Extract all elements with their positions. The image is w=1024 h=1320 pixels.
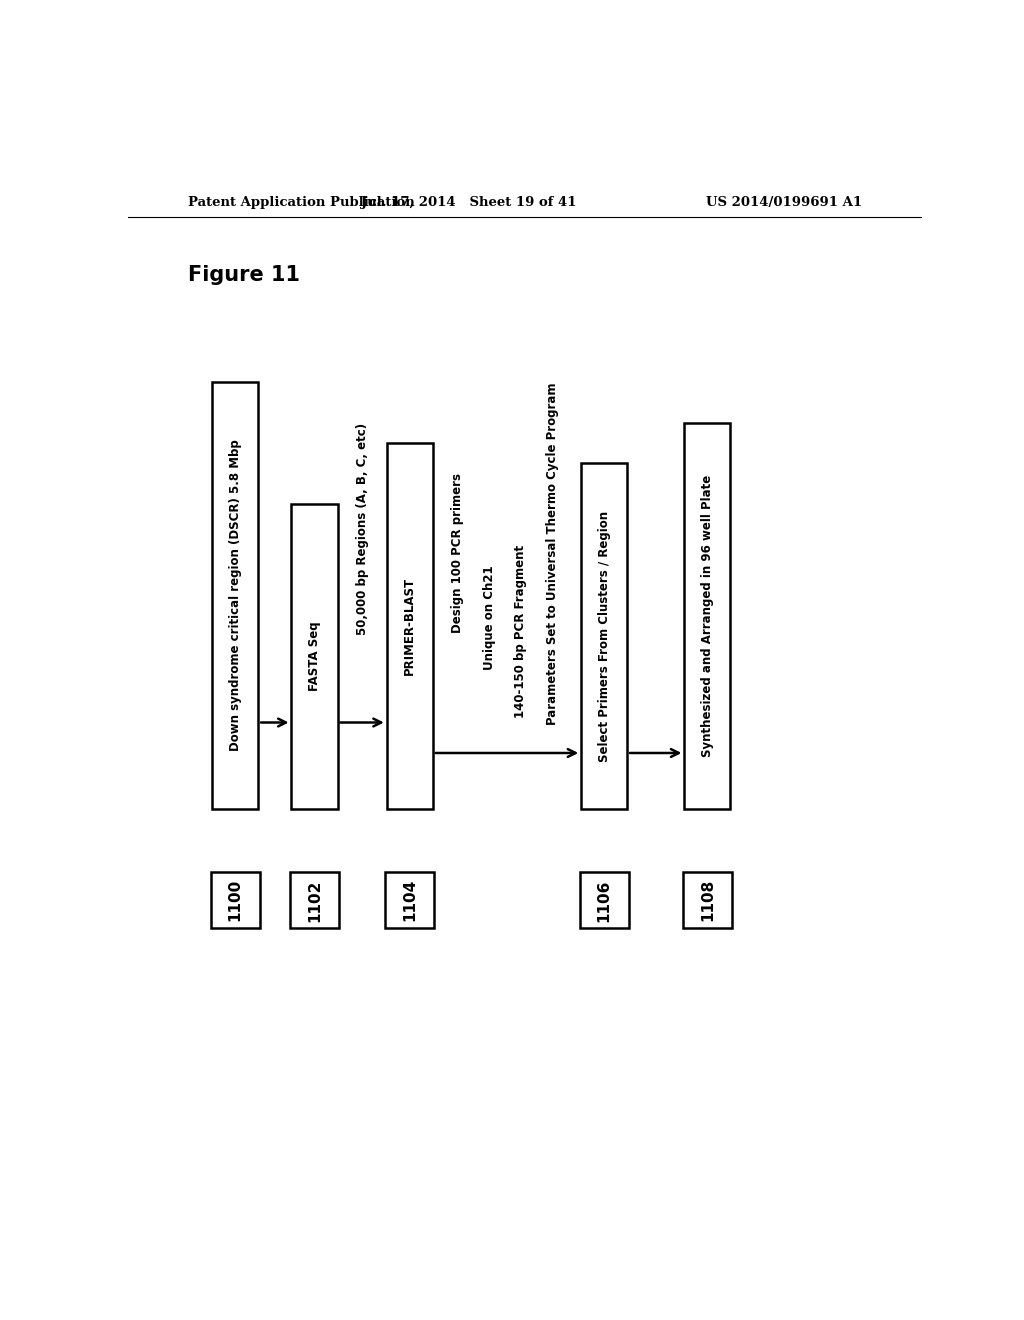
- Bar: [212, 381, 258, 809]
- Text: Parameters Set to Universal Thermo Cycle Program: Parameters Set to Universal Thermo Cycle…: [546, 381, 559, 725]
- Text: 1104: 1104: [402, 879, 417, 921]
- Text: Design 100 PCR primers: Design 100 PCR primers: [451, 474, 464, 634]
- Text: Select Primers From Clusters / Region: Select Primers From Clusters / Region: [598, 511, 610, 762]
- Text: Figure 11: Figure 11: [187, 265, 299, 285]
- Text: Jul. 17, 2014   Sheet 19 of 41: Jul. 17, 2014 Sheet 19 of 41: [361, 195, 577, 209]
- Bar: [582, 463, 627, 809]
- Text: Synthesized and Arranged in 96 well Plate: Synthesized and Arranged in 96 well Plat…: [700, 475, 714, 756]
- Bar: [385, 873, 434, 928]
- Text: 1100: 1100: [227, 879, 243, 921]
- Text: 1106: 1106: [597, 879, 611, 921]
- Bar: [684, 422, 730, 809]
- Bar: [683, 873, 732, 928]
- Text: 1102: 1102: [307, 879, 322, 921]
- Text: 1108: 1108: [699, 879, 715, 921]
- Text: Down syndrome critical region (DSCR) 5.8 Mbp: Down syndrome critical region (DSCR) 5.8…: [228, 440, 242, 751]
- Bar: [290, 873, 339, 928]
- Text: Patent Application Publication: Patent Application Publication: [187, 195, 415, 209]
- Bar: [580, 873, 629, 928]
- Text: PRIMER-BLAST: PRIMER-BLAST: [403, 577, 416, 675]
- Text: 50,000 bp Regions (A, B, C, etc): 50,000 bp Regions (A, B, C, etc): [355, 422, 369, 635]
- Text: Unique on Ch21: Unique on Ch21: [482, 565, 496, 669]
- Text: US 2014/0199691 A1: US 2014/0199691 A1: [706, 195, 862, 209]
- Bar: [292, 504, 338, 809]
- Bar: [387, 444, 433, 809]
- Bar: [211, 873, 260, 928]
- Text: FASTA Seq: FASTA Seq: [308, 622, 321, 692]
- Text: 140-150 bp PCR Fragment: 140-150 bp PCR Fragment: [514, 545, 527, 718]
